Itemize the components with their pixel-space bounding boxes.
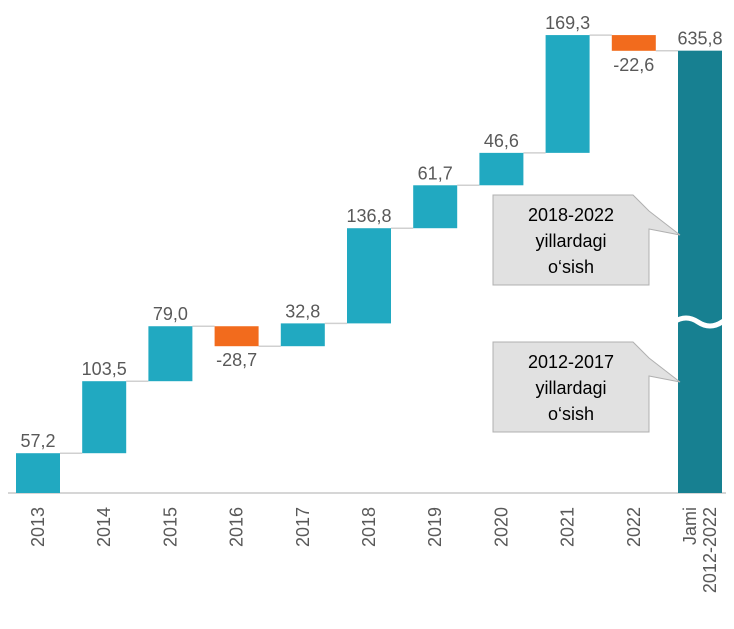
value-label: 61,7 <box>418 163 453 183</box>
bar <box>413 185 458 229</box>
x-tick-label: Jami2012-2022 <box>680 507 720 593</box>
bar <box>545 35 590 153</box>
bar <box>280 323 325 347</box>
x-tick-label: 2021 <box>558 507 578 547</box>
x-tick-label: 2013 <box>28 507 48 547</box>
callout-box <box>492 341 681 433</box>
x-tick-label: 2018 <box>359 507 379 547</box>
x-tick-label: 2017 <box>293 507 313 547</box>
bar <box>214 326 259 347</box>
x-tick-label-line: 2012-2022 <box>700 507 720 593</box>
callout-text: 2018-2022 <box>528 205 614 225</box>
x-tick-label: 2016 <box>227 507 247 547</box>
value-label: 169,3 <box>545 13 590 33</box>
value-label: 46,6 <box>484 131 519 151</box>
bar <box>16 453 60 493</box>
callout-text: o‘sish <box>548 257 594 277</box>
bar <box>82 381 127 454</box>
callout-text: yillardagi <box>535 378 606 398</box>
value-label: 32,8 <box>285 301 320 321</box>
value-label: 103,5 <box>82 359 127 379</box>
bar <box>678 50 722 493</box>
value-label: 635,8 <box>677 29 722 49</box>
value-label: -22,6 <box>613 55 654 75</box>
callout-text: o‘sish <box>548 404 594 424</box>
bar <box>611 35 656 51</box>
x-tick-label: 2015 <box>160 507 180 547</box>
value-label: -28,7 <box>216 350 257 370</box>
callout-text: 2012-2017 <box>528 352 614 372</box>
x-tick-label: 2019 <box>425 507 445 547</box>
value-label: 136,8 <box>346 206 391 226</box>
bar <box>347 228 391 324</box>
value-label: 57,2 <box>20 431 55 451</box>
callout-box <box>492 194 681 286</box>
x-tick-label: 2020 <box>491 507 511 547</box>
x-tick-label-line: Jami <box>680 507 700 545</box>
x-tick-label: 2022 <box>624 507 644 547</box>
x-tick-label: 2014 <box>94 507 114 547</box>
value-label: 79,0 <box>153 304 188 324</box>
callout-text: yillardagi <box>535 231 606 251</box>
bar <box>148 326 193 382</box>
axis-break <box>672 315 732 329</box>
bar <box>479 152 524 186</box>
